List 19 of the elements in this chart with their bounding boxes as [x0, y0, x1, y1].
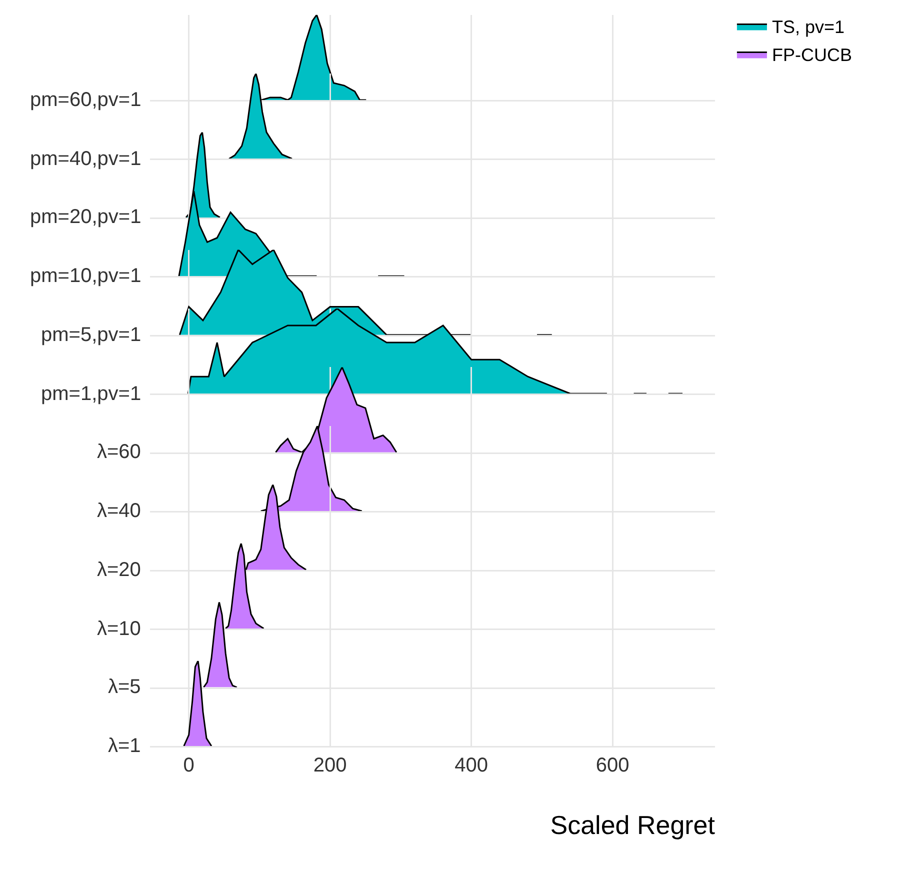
y-axis-title: pm=60,pv=1 [30, 89, 142, 111]
y-axis-title: pm=10,pv=1 [30, 265, 142, 287]
y-axis-title: pm=5,pv=1 [41, 324, 142, 346]
legend-label: FP-CUCB [772, 45, 852, 66]
x-axis-title: Scaled Regret [550, 810, 716, 840]
x-tick-label: 0 [183, 754, 194, 776]
y-axis-title: λ=5 [108, 676, 141, 698]
x-tick-label: 600 [596, 754, 630, 776]
y-axis-title: λ=60 [97, 441, 141, 463]
y-axis-title: pm=40,pv=1 [30, 148, 142, 170]
y-axis-title: λ=40 [97, 500, 141, 522]
legend-label: TS, pv=1 [772, 17, 844, 38]
y-axis-title: pm=20,pv=1 [30, 206, 142, 228]
y-axis-title: λ=10 [97, 618, 141, 640]
x-tick-label: 200 [313, 754, 347, 776]
y-axis-title: pm=1,pv=1 [41, 383, 142, 405]
x-tick-label: 400 [454, 754, 488, 776]
y-axis-title: λ=20 [97, 559, 141, 581]
y-axis-title: λ=1 [108, 735, 141, 757]
